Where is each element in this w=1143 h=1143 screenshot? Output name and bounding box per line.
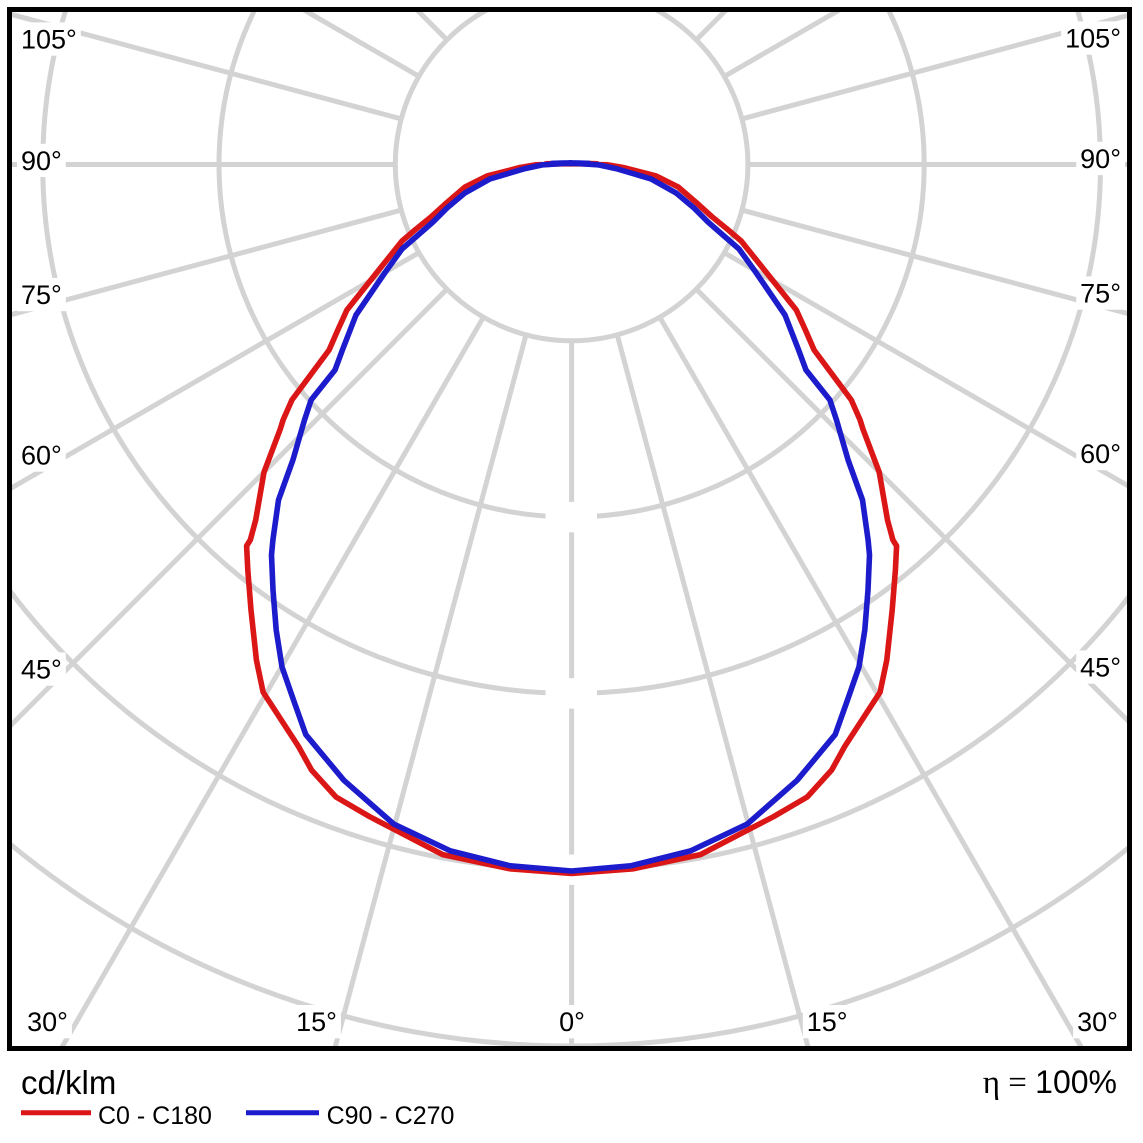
svg-text:90°: 90° [21, 146, 62, 176]
svg-text:0°: 0° [559, 1007, 585, 1037]
svg-text:C90 - C270: C90 - C270 [327, 1102, 455, 1130]
svg-text:60°: 60° [1080, 439, 1121, 469]
svg-text:45°: 45° [21, 655, 62, 685]
svg-text:75°: 75° [1080, 279, 1121, 309]
svg-text:η = 100%: η = 100% [983, 1064, 1117, 1101]
svg-text:30°: 30° [27, 1007, 68, 1037]
svg-text:cd/klm: cd/klm [21, 1064, 116, 1101]
svg-text:60°: 60° [21, 441, 62, 471]
svg-text:15°: 15° [296, 1007, 337, 1037]
svg-text:90°: 90° [1080, 144, 1121, 174]
svg-text:C0 - C180: C0 - C180 [98, 1102, 212, 1130]
svg-text:15°: 15° [807, 1007, 848, 1037]
svg-text:105°: 105° [21, 25, 77, 55]
svg-text:105°: 105° [1065, 24, 1121, 54]
svg-text:75°: 75° [21, 280, 62, 310]
svg-text:45°: 45° [1080, 653, 1121, 683]
svg-text:30°: 30° [1077, 1007, 1118, 1037]
